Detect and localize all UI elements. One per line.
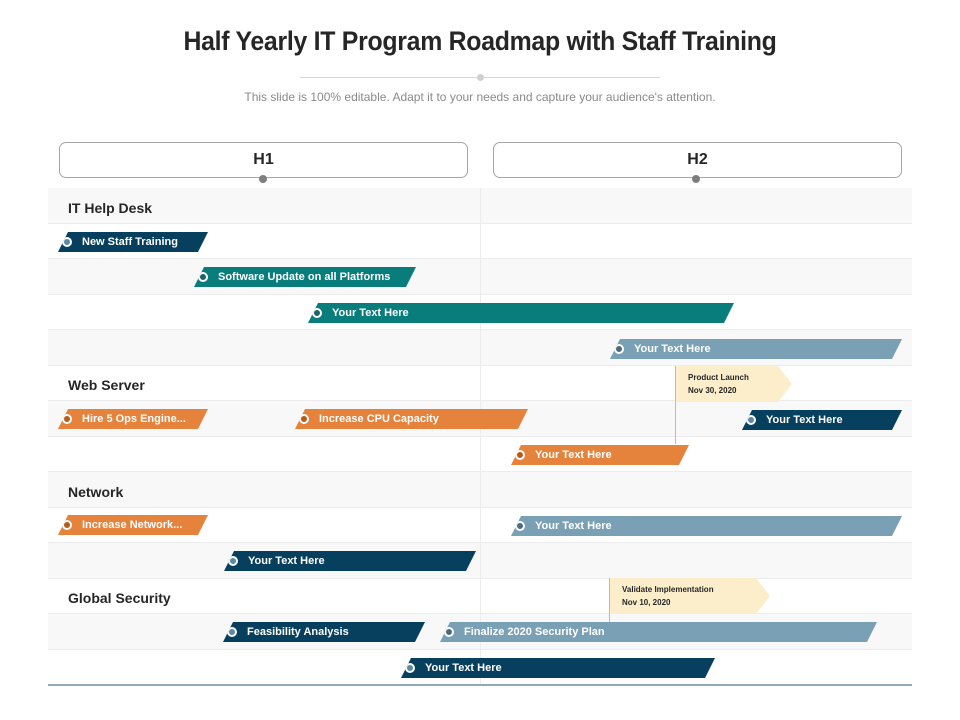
task-dot [515, 450, 525, 460]
task-label: Your Text Here [332, 307, 409, 319]
task-dot [227, 627, 237, 637]
task-bar-finalize-security[interactable]: Finalize 2020 Security Plan [440, 622, 877, 642]
task-bar-webserver-text-right[interactable]: Your Text Here [742, 410, 902, 430]
task-dot [62, 520, 72, 530]
task-bar-increase-cpu[interactable]: Increase CPU Capacity [295, 409, 528, 429]
milestone-date: Nov 30, 2020 [688, 386, 737, 395]
task-label: Your Text Here [634, 343, 711, 355]
milestone-product-launch[interactable]: Product Launch Nov 30, 2020 [676, 366, 792, 402]
task-dot [198, 272, 208, 282]
roadmap-grid [48, 188, 912, 685]
milestone-label: Product Launch [688, 373, 749, 382]
task-bar-network-text-right[interactable]: Your Text Here [511, 516, 902, 536]
task-bar-new-staff-training[interactable]: New Staff Training [58, 232, 208, 252]
half-h1-header: H1 [59, 142, 468, 178]
task-dot [299, 414, 309, 424]
task-bar-webserver-text[interactable]: Your Text Here [511, 445, 689, 465]
task-dot [515, 521, 525, 531]
task-label: Your Text Here [535, 449, 612, 461]
task-label: Finalize 2020 Security Plan [464, 626, 605, 638]
task-bar-increase-network[interactable]: Increase Network... [58, 515, 208, 535]
task-label: Your Text Here [766, 414, 843, 426]
task-dot [62, 414, 72, 424]
half-h2-header: H2 [493, 142, 902, 178]
task-bar-network-text[interactable]: Your Text Here [224, 551, 476, 571]
milestone-line-validate [609, 578, 610, 622]
task-label: Software Update on all Platforms [218, 271, 391, 283]
task-bar-hire-ops[interactable]: Hire 5 Ops Engine... [58, 409, 208, 429]
task-bar-helpdesk-text-2[interactable]: Your Text Here [610, 339, 902, 359]
task-dot [444, 627, 454, 637]
task-label: New Staff Training [82, 236, 178, 248]
task-label: Your Text Here [248, 555, 325, 567]
milestone-label: Validate Implementation [622, 585, 714, 594]
task-bar-helpdesk-text[interactable]: Your Text Here [308, 303, 734, 323]
section-global-security: Global Security [68, 590, 171, 606]
milestone-validate-implementation[interactable]: Validate Implementation Nov 10, 2020 [610, 578, 770, 614]
section-web-server: Web Server [68, 377, 145, 393]
task-bar-software-update[interactable]: Software Update on all Platforms [194, 267, 416, 287]
task-label: Your Text Here [535, 520, 612, 532]
task-dot [614, 344, 624, 354]
task-bar-feasibility-analysis[interactable]: Feasibility Analysis [223, 622, 425, 642]
half-divider-line [480, 188, 481, 685]
milestone-date: Nov 10, 2020 [622, 598, 671, 607]
task-label: Your Text Here [425, 662, 502, 674]
page-title: Half Yearly IT Program Roadmap with Staf… [183, 26, 777, 56]
task-dot [405, 663, 415, 673]
page-subtitle: This slide is 100% editable. Adapt it to… [244, 90, 716, 104]
task-dot [62, 237, 72, 247]
section-network: Network [68, 484, 124, 500]
task-dot [228, 556, 238, 566]
half-h2-dot [692, 175, 700, 183]
task-label: Hire 5 Ops Engine... [82, 413, 186, 425]
task-dot [312, 308, 322, 318]
task-dot [746, 415, 756, 425]
task-label: Feasibility Analysis [247, 626, 349, 638]
task-label: Increase Network... [82, 519, 183, 531]
half-h1-dot [259, 175, 267, 183]
task-bar-security-text[interactable]: Your Text Here [401, 658, 715, 678]
task-label: Increase CPU Capacity [319, 413, 439, 425]
bottom-rule [48, 684, 912, 686]
section-it-help-desk: IT Help Desk [68, 200, 153, 216]
milestone-line-product-launch [675, 366, 676, 444]
divider-dot [477, 74, 484, 81]
